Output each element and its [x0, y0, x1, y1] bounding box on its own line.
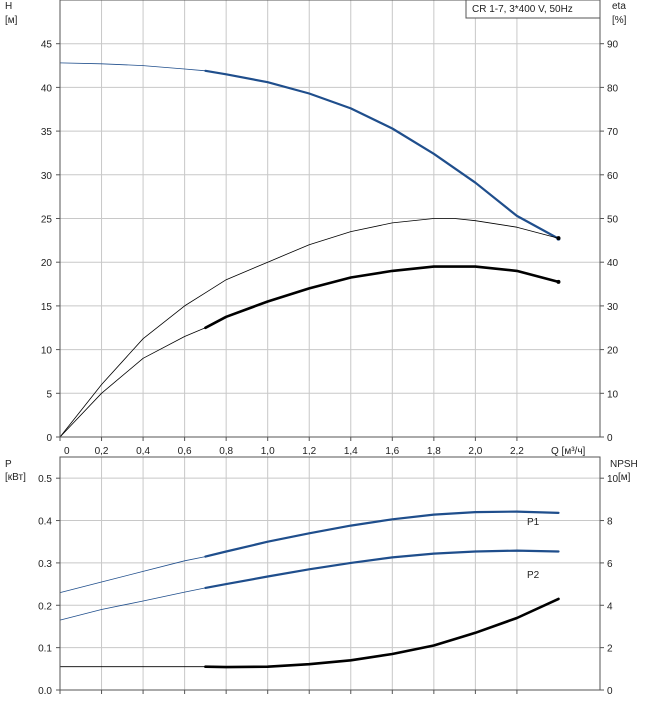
- y-tick-label-left: 40: [41, 83, 53, 94]
- series-line-thin: [59, 327, 206, 438]
- x-tick-label: 2,0: [468, 446, 482, 457]
- top-y-axis-title-right: eta: [612, 1, 626, 12]
- y-tick-label-right: 90: [607, 40, 619, 51]
- x-tick-label: 0,6: [178, 446, 192, 457]
- x-tick-label: 1,2: [302, 446, 316, 457]
- grid-layer: [59, 0, 601, 691]
- y-tick-label-right: 40: [607, 258, 619, 269]
- y-tick-label-right: 50: [607, 215, 619, 226]
- y-tick-label-left: 0.2: [38, 601, 52, 612]
- y-tick-label-left: 45: [41, 40, 53, 51]
- y-tick-label-right: 8: [607, 517, 613, 528]
- bottom-y-axis-unit-right: [м]: [618, 472, 631, 483]
- y-tick-label-right: 0: [607, 433, 613, 444]
- bottom-y-axis-title-right: NPSH: [610, 459, 638, 470]
- x-tick-label: 1,6: [385, 446, 399, 457]
- series-line-thin: [59, 218, 559, 438]
- y-tick-label-right: 6: [607, 559, 613, 570]
- y-tick-label-right: 0: [607, 686, 613, 697]
- y-tick-label-left: 0.5: [38, 474, 52, 485]
- y-tick-label-right: 10: [607, 389, 619, 400]
- y-tick-label-right: 30: [607, 302, 619, 313]
- series-label-p1: P1: [527, 517, 540, 528]
- y-tick-label-right: 80: [607, 83, 619, 94]
- x-tick-label: 0: [64, 446, 70, 457]
- series-line-thin: [59, 556, 206, 593]
- y-tick-label-right: 10: [607, 474, 619, 485]
- top-y-axis-unit-right: [%]: [612, 15, 627, 26]
- y-tick-label-left: 0.1: [38, 644, 52, 655]
- series-line: [204, 265, 560, 330]
- x-tick-label: 1,4: [344, 446, 358, 457]
- series-line-thin: [59, 587, 206, 621]
- y-tick-label-left: 0.0: [38, 686, 52, 697]
- y-tick-label-right: 20: [607, 346, 619, 357]
- y-tick-label-right: 2: [607, 644, 613, 655]
- series-line: [204, 549, 560, 589]
- series-line: [204, 510, 560, 558]
- bottom-y-axis-unit-left: [кВт]: [5, 472, 26, 483]
- legend-box: [465, 0, 601, 19]
- y-tick-label-right: 70: [607, 127, 619, 138]
- y-tick-label-left: 5: [46, 389, 52, 400]
- series-label-p2: P2: [527, 570, 540, 581]
- y-tick-label-left: 15: [41, 302, 53, 313]
- y-tick-label-left: 0.4: [38, 517, 52, 528]
- series-line-thin: [59, 62, 206, 72]
- series-layer: [59, 62, 561, 669]
- y-tick-label-left: 20: [41, 258, 53, 269]
- series-line: [204, 69, 560, 240]
- x-tick-label: 1,0: [261, 446, 275, 457]
- x-tick-label: 2,2: [510, 446, 524, 457]
- y-tick-label-left: 0: [46, 433, 52, 444]
- y-tick-label-right: 4: [607, 601, 613, 612]
- y-tick-label-left: 0.3: [38, 559, 52, 570]
- plot-frame: [59, 456, 601, 691]
- y-tick-label-left: 25: [41, 215, 53, 226]
- frame-layer: [56, 0, 604, 694]
- y-tick-label-left: 30: [41, 171, 53, 182]
- plot-frame: [59, 0, 601, 438]
- y-tick-label-left: 35: [41, 127, 53, 138]
- series-end-point: [556, 279, 561, 284]
- x-tick-label: 0,2: [95, 446, 109, 457]
- y-tick-label-left: 10: [41, 346, 53, 357]
- y-tick-label-right: 60: [607, 171, 619, 182]
- legend-box-text: CR 1-7, 3*400 V, 50Hz: [472, 4, 573, 15]
- x-tick-label: 1,8: [427, 446, 441, 457]
- top-y-axis-unit-left: [м]: [5, 15, 18, 26]
- x-tick-label: 0,8: [219, 446, 233, 457]
- x-tick-label: 0,4: [136, 446, 150, 457]
- x-axis-title: Q [м³/ч]: [551, 446, 586, 457]
- series-end-point: [556, 236, 561, 241]
- series-line: [204, 597, 560, 669]
- bottom-y-axis-title-left: P: [5, 459, 12, 470]
- top-y-axis-title-left: H: [5, 1, 12, 12]
- text-layer: H [м] eta [%] Q [м³/ч] P [кВт] NPSH [м] …: [5, 1, 638, 697]
